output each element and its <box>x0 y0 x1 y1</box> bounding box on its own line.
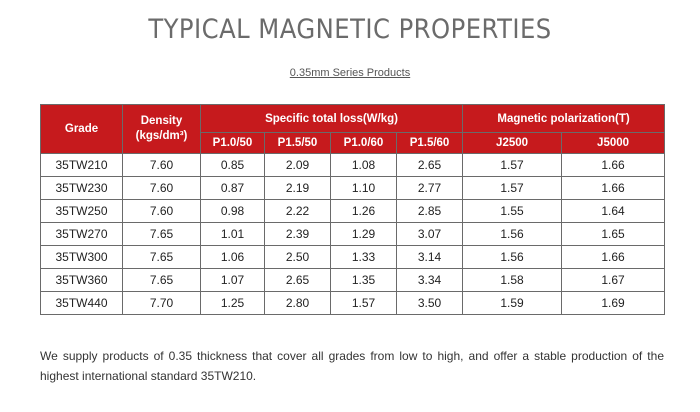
table-row: 35TW230 7.60 0.87 2.19 1.10 2.77 1.57 1.66 <box>40 176 666 200</box>
value-cell: 2.39 <box>264 222 331 246</box>
value-cell: 1.55 <box>462 199 563 223</box>
value-cell: 2.09 <box>264 153 331 177</box>
grade-cell: 35TW300 <box>40 245 123 269</box>
value-cell: 1.10 <box>330 176 397 200</box>
header-p10-50: P1.0/50 <box>200 132 265 154</box>
value-cell: 2.65 <box>395 153 464 177</box>
value-cell: 3.07 <box>395 222 464 246</box>
value-cell: 1.06 <box>200 245 265 269</box>
value-cell: 1.26 <box>330 199 397 223</box>
value-cell: 1.65 <box>561 222 666 246</box>
header-j5000: J5000 <box>561 132 666 154</box>
value-cell: 7.65 <box>122 268 201 292</box>
value-cell: 1.66 <box>561 245 666 269</box>
grade-cell: 35TW360 <box>40 268 123 292</box>
value-cell: 0.87 <box>200 176 265 200</box>
value-cell: 1.69 <box>561 291 666 315</box>
value-cell: 2.22 <box>264 199 331 223</box>
table-body: 35TW210 7.60 0.85 2.09 1.08 2.65 1.57 1.66 35TW2… <box>40 153 666 315</box>
value-cell: 1.35 <box>330 268 397 292</box>
value-cell: 7.60 <box>122 199 201 223</box>
table-row: 35TW250 7.60 0.98 2.22 1.26 2.85 1.55 1.64 <box>40 199 666 223</box>
value-cell: 7.60 <box>122 153 201 177</box>
value-cell: 7.65 <box>122 222 201 246</box>
header-p15-60: P1.5/60 <box>395 132 464 154</box>
value-cell: 7.60 <box>122 176 201 200</box>
value-cell: 1.67 <box>561 268 666 292</box>
magnetic-properties-table: Grade Density (kgs/dm³) Specific total l… <box>40 104 666 315</box>
value-cell: 0.98 <box>200 199 265 223</box>
value-cell: 1.07 <box>200 268 265 292</box>
value-cell: 1.66 <box>561 153 666 177</box>
value-cell: 1.01 <box>200 222 265 246</box>
value-cell: 1.59 <box>462 291 563 315</box>
value-cell: 1.66 <box>561 176 666 200</box>
grade-cell: 35TW440 <box>40 291 123 315</box>
value-cell: 2.65 <box>264 268 331 292</box>
value-cell: 1.56 <box>462 222 563 246</box>
header-magnetic-polarization: Magnetic polarization(T) <box>462 104 666 133</box>
table-row: 35TW360 7.65 1.07 2.65 1.35 3.34 1.58 1.67 <box>40 268 666 292</box>
value-cell: 1.29 <box>330 222 397 246</box>
value-cell: 0.85 <box>200 153 265 177</box>
value-cell: 1.08 <box>330 153 397 177</box>
value-cell: 2.50 <box>264 245 331 269</box>
grade-cell: 35TW250 <box>40 199 123 223</box>
value-cell: 7.70 <box>122 291 201 315</box>
value-cell: 1.57 <box>330 291 397 315</box>
value-cell: 2.80 <box>264 291 331 315</box>
value-cell: 2.19 <box>264 176 331 200</box>
header-specific-total-loss: Specific total loss(W/kg) <box>199 104 464 133</box>
value-cell: 3.34 <box>395 268 464 292</box>
header-density: Density (kgs/dm³) <box>122 104 201 154</box>
table-row: 35TW440 7.70 1.25 2.80 1.57 3.50 1.59 1.69 <box>40 291 666 315</box>
value-cell: 2.77 <box>395 176 464 200</box>
value-cell: 1.57 <box>462 176 563 200</box>
value-cell: 1.33 <box>330 245 397 269</box>
value-cell: 3.50 <box>395 291 464 315</box>
header-grade: Grade <box>40 104 123 154</box>
value-cell: 1.56 <box>462 245 563 269</box>
header-p15-50: P1.5/50 <box>264 132 331 154</box>
table-row: 35TW300 7.65 1.06 2.50 1.33 3.14 1.56 1.66 <box>40 245 666 269</box>
value-cell: 1.64 <box>561 199 666 223</box>
grade-cell: 35TW230 <box>40 176 123 200</box>
grade-cell: 35TW270 <box>40 222 123 246</box>
table-row: 35TW210 7.60 0.85 2.09 1.08 2.65 1.57 1.66 <box>40 153 666 177</box>
header-p10-60: P1.0/60 <box>330 132 397 154</box>
value-cell: 1.25 <box>200 291 265 315</box>
value-cell: 2.85 <box>395 199 464 223</box>
supply-note: We supply products of 0.35 thickness tha… <box>40 349 664 383</box>
table-row: 35TW270 7.65 1.01 2.39 1.29 3.07 1.56 1.65 <box>40 222 666 246</box>
page-title: TYPICAL MAGNETIC PROPERTIES <box>148 14 552 45</box>
grade-cell: 35TW210 <box>40 153 123 177</box>
value-cell: 7.65 <box>122 245 201 269</box>
value-cell: 1.58 <box>462 268 563 292</box>
header-j2500: J2500 <box>462 132 563 154</box>
value-cell: 3.14 <box>395 245 464 269</box>
series-subtitle: 0.35mm Series Products <box>289 67 411 79</box>
value-cell: 1.57 <box>462 153 563 177</box>
